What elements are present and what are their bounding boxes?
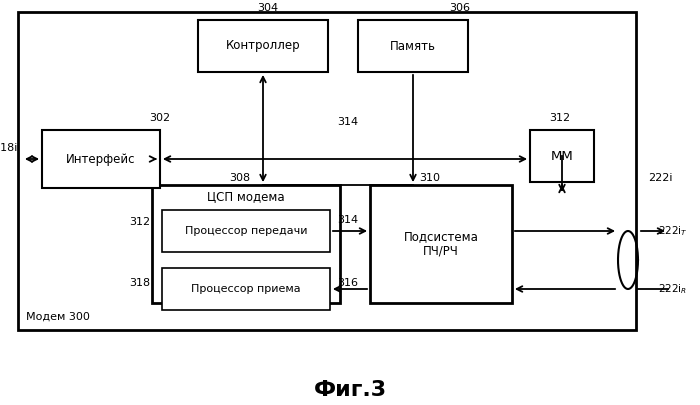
Text: ММ: ММ (551, 149, 573, 162)
Bar (198, 20, 328, 72)
Bar (162, 210, 330, 252)
Text: 302: 302 (149, 113, 171, 123)
Bar (42, 130, 160, 188)
Text: 314: 314 (337, 215, 358, 225)
Bar (370, 185, 512, 303)
Text: 312: 312 (550, 113, 570, 123)
Text: Подсистема
ПЧ/РЧ: Подсистема ПЧ/РЧ (404, 230, 478, 258)
Bar (152, 185, 340, 303)
Text: 306: 306 (449, 3, 470, 13)
Text: 310: 310 (419, 173, 440, 183)
Bar (530, 130, 594, 182)
Text: Интерфейс: Интерфейс (66, 153, 136, 166)
Text: 218i: 218i (0, 143, 18, 153)
Bar (358, 20, 468, 72)
Bar (18, 12, 636, 330)
Text: Модем 300: Модем 300 (26, 312, 90, 322)
Text: 314: 314 (337, 117, 358, 127)
Text: 312: 312 (130, 217, 150, 227)
Text: 222i$_R$: 222i$_R$ (658, 282, 687, 296)
Text: Контроллер: Контроллер (225, 40, 300, 53)
Text: ЦСП модема: ЦСП модема (207, 190, 285, 203)
Text: 222i$_T$: 222i$_T$ (658, 224, 687, 238)
Text: Память: Память (390, 40, 436, 53)
Bar (162, 268, 330, 310)
Text: 308: 308 (230, 173, 251, 183)
Text: Фиг.3: Фиг.3 (314, 380, 386, 400)
Text: 222i: 222i (648, 173, 673, 183)
Text: 318: 318 (130, 278, 150, 288)
Text: Процессор передачи: Процессор передачи (185, 226, 307, 236)
Text: Процессор приема: Процессор приема (191, 284, 301, 294)
Text: 316: 316 (337, 278, 358, 288)
Text: 304: 304 (258, 3, 279, 13)
